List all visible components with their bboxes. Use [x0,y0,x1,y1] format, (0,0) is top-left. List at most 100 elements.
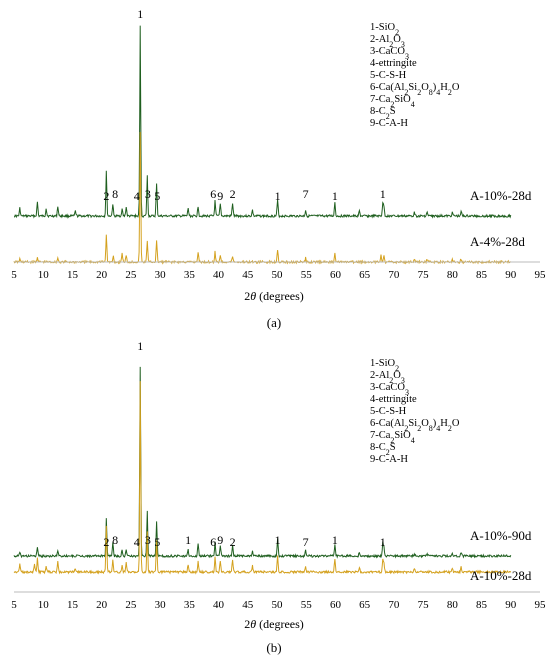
series-label: A-4%-28d [470,234,525,249]
peak-label: 8 [112,187,118,201]
legend-a: 1-SiO22-Al2O33-CaCO34-ettringite5-C-S-H6… [370,22,460,129]
peak-label: 2 [103,189,109,203]
peak-label: 1 [275,533,281,547]
series-label: A-10%-28d [470,188,532,203]
series-label: A-10%-28d [470,568,532,583]
xrd-chart-b: 1-SiO22-Al2O33-CaCO34-ettringite5-C-S-H6… [11,339,546,655]
x-tick-label: 80 [447,269,459,281]
xrd-pattern-0 [13,366,512,559]
peak-label: 8 [112,533,118,547]
series-label: A-10%-90d [470,528,532,543]
x-tick-label: 90 [505,269,517,281]
peak-label: 2 [103,535,109,549]
peak-label: 9 [217,189,223,203]
peak-label: 1 [275,189,281,203]
x-tick-label: 30 [155,269,167,281]
x-tick-label: 15 [67,599,79,611]
legend-entry: 6-Ca(Al2Si2O8)4H2O [370,418,460,433]
patterns-a: A-10%-28d A-4%-28d [13,25,532,265]
legend-entry: 7-Ca2SiO4 [370,430,415,445]
legend-entry: 2-Al2O3 [370,370,405,385]
x-tick-label: 75 [418,269,430,281]
x-tick-label: 45 [242,269,254,281]
legend-b: 1-SiO22-Al2O33-CaCO34-ettringite5-C-S-H6… [370,358,460,465]
peak-label: 2 [230,535,236,549]
peak-label: 7 [303,187,309,201]
peak-label: 1 [332,533,338,547]
x-tick-label: 80 [447,599,459,611]
x-tick-label: 40 [213,269,225,281]
x-tick-label: 50 [272,599,284,611]
x-tick-label: 25 [125,269,137,281]
xrd-pattern-0 [14,25,512,219]
peak-label: 5 [154,189,160,203]
peak-label: 3 [145,533,151,547]
peak-label: 1 [185,533,191,547]
legend-entry: 1-SiO2 [370,358,399,373]
xrd-pattern-1 [13,131,512,265]
x-ticks-b: 5 10 15 20 25 30 35 40 45 50 55 60 65 70 75 80 85 90 95 [11,599,546,611]
x-tick-label: 35 [184,599,196,611]
x-tick-label: 70 [388,269,400,281]
x-tick-label: 95 [535,599,547,611]
peak-label: 4 [134,535,140,549]
peak-label: 1 [137,7,143,21]
x-tick-label: 65 [359,599,371,611]
legend-entry: 4-ettringite [370,394,417,405]
peak-label: 3 [145,187,151,201]
patterns-b: A-10%-90d A-10%-28d [13,366,532,583]
x-tick-label: 85 [476,599,488,611]
peak-label: 6 [210,187,216,201]
x-axis-title-a: 2θ (degrees) [244,289,304,303]
x-tick-label: 25 [125,599,137,611]
legend-entry: 6-Ca(Al2Si2O8)4H2O [370,82,460,97]
x-tick-label: 50 [272,269,284,281]
x-tick-label: 20 [96,269,108,281]
x-tick-label: 65 [359,269,371,281]
peak-label: 4 [134,189,140,203]
panel-label-a: (a) [267,315,281,330]
legend-entry: 3-CaCO3 [370,46,409,61]
xrd-chart-a: 1-SiO22-Al2O33-CaCO34-ettringite5-C-S-H6… [11,7,546,330]
peak-label: 2 [230,187,236,201]
legend-entry: 9-C-A-H [370,118,408,129]
peak-label: 6 [210,535,216,549]
xrd-pattern-1 [13,381,512,575]
legend-entry: 8-C2S [370,106,396,121]
x-tick-label: 95 [535,269,547,281]
x-tick-label: 55 [301,599,313,611]
legend-entry: 9-C-A-H [370,454,408,465]
x-tick-label: 5 [11,599,17,611]
legend-entry: 7-Ca2SiO4 [370,94,415,109]
panel-label-b: (b) [266,640,281,655]
legend-entry: 4-ettringite [370,58,417,69]
x-ticks-a: 5 10 15 20 25 30 35 40 45 50 55 60 65 70 75 80 85 90 95 [11,269,546,281]
x-tick-label: 30 [155,599,167,611]
x-tick-label: 55 [301,269,313,281]
x-tick-label: 85 [476,269,488,281]
x-tick-label: 5 [11,269,17,281]
legend-entry: 1-SiO2 [370,22,399,37]
legend-entry: 5-C-S-H [370,70,407,81]
x-tick-label: 70 [388,599,400,611]
legend-entry: 2-Al2O3 [370,34,405,49]
peak-label: 1 [380,535,386,549]
x-tick-label: 35 [184,269,196,281]
peak-label: 1 [380,187,386,201]
legend-entry: 8-C2S [370,442,396,457]
peak-annotations-b: 12 8 4 3 5 1 6 9 2 1 7 1 1 [103,339,385,549]
x-tick-label: 60 [330,269,342,281]
peak-label: 7 [303,535,309,549]
x-tick-label: 15 [67,269,79,281]
x-tick-label: 20 [96,599,108,611]
x-tick-label: 60 [330,599,342,611]
peak-annotations-a: 12 8 4 3 5 6 9 2 1 7 1 1 [103,7,385,203]
peak-label: 5 [154,535,160,549]
peak-label: 1 [332,189,338,203]
legend-entry: 3-CaCO3 [370,382,409,397]
x-tick-label: 40 [213,599,225,611]
x-tick-label: 45 [242,599,254,611]
x-axis-title-b: 2θ (degrees) [244,617,304,631]
x-tick-label: 90 [505,599,517,611]
